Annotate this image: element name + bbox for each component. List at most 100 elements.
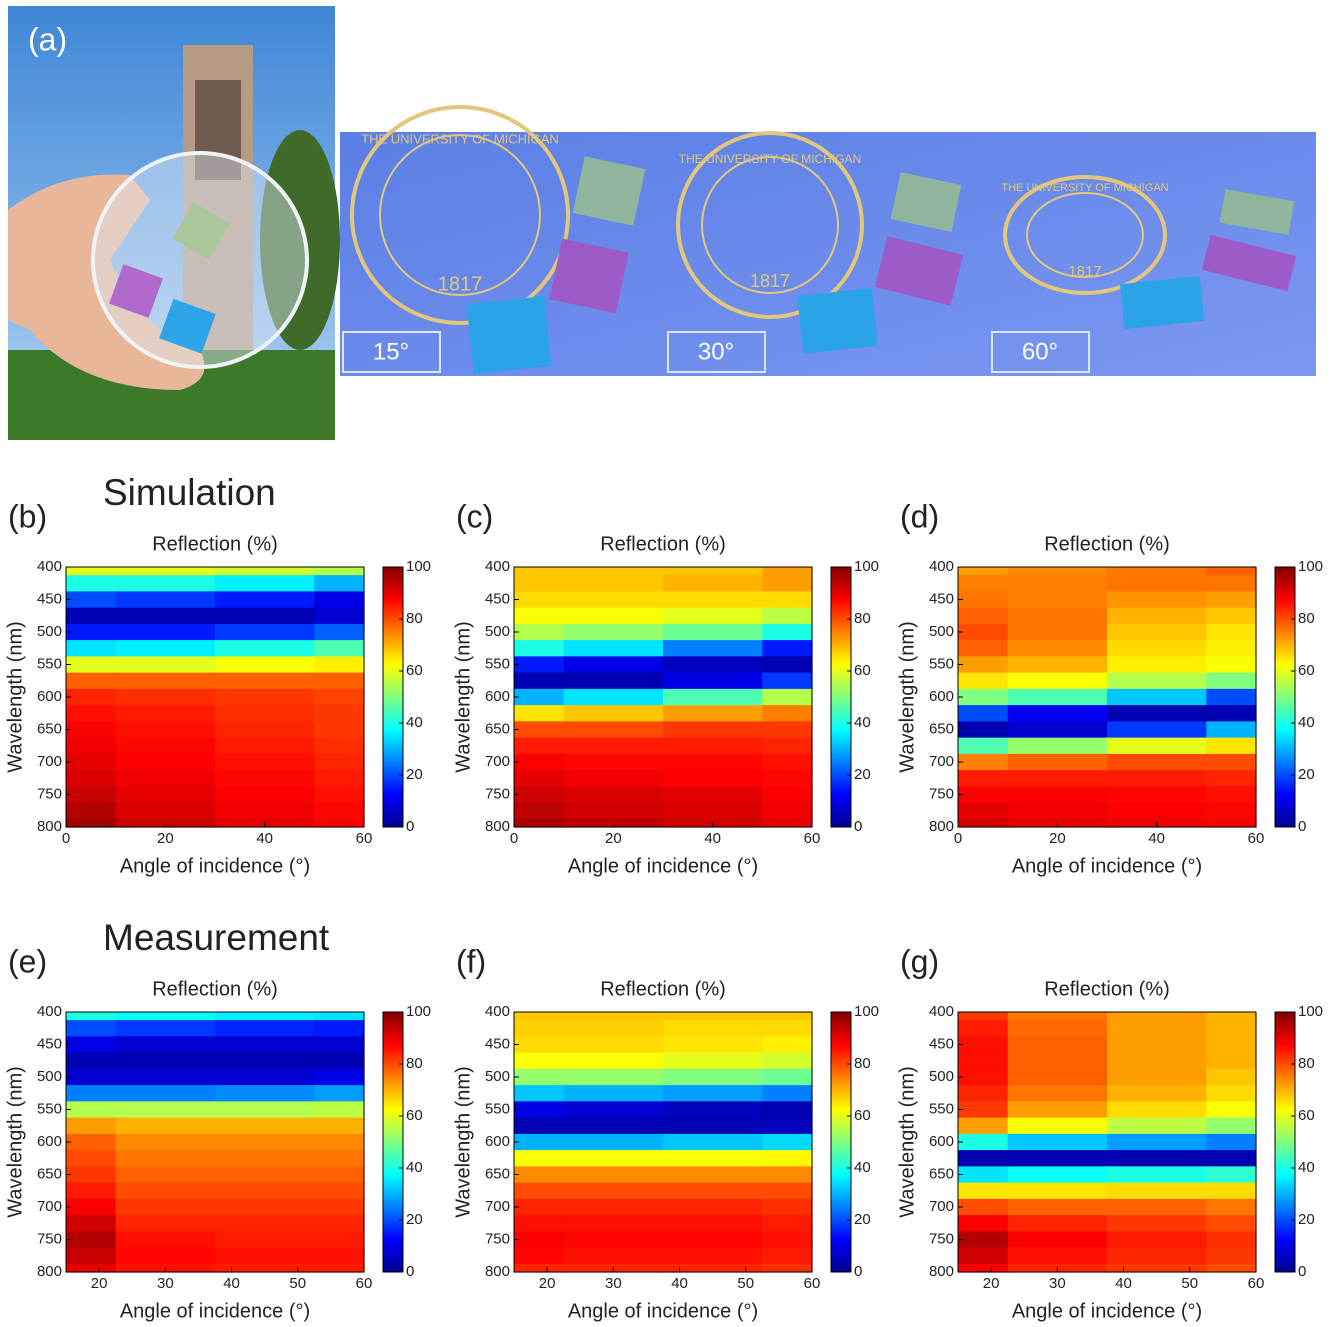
heat-cell xyxy=(1206,1020,1256,1037)
heat-cell xyxy=(215,1118,315,1135)
heat-cell xyxy=(215,705,315,722)
heat-cell xyxy=(215,1069,315,1086)
heat-cell xyxy=(958,705,1008,722)
seal-text: THE UNIVERSITY OF MICHIGAN xyxy=(361,131,559,146)
y-tick-label: 550 xyxy=(929,655,954,672)
heat-cell xyxy=(1206,1166,1256,1183)
heat-cell xyxy=(762,1085,812,1102)
heat-cell xyxy=(762,754,812,771)
heat-cell xyxy=(215,1036,315,1053)
colorbar-tick-label: 100 xyxy=(406,1003,431,1020)
colorbar-tick-label: 40 xyxy=(854,1159,871,1176)
heat-cell xyxy=(1206,770,1256,787)
heat-cell xyxy=(314,1036,364,1053)
heat-cell xyxy=(663,567,763,576)
heat-cell xyxy=(66,1069,116,1086)
heat-cell xyxy=(1107,721,1207,738)
y-tick-label: 500 xyxy=(929,1068,954,1085)
heat-cell xyxy=(1008,1199,1108,1216)
heat-cell xyxy=(1008,754,1108,771)
heat-cell xyxy=(1107,1085,1207,1102)
plot-title: Reflection (%) xyxy=(1044,533,1170,555)
colorbar-tick-label: 20 xyxy=(1298,766,1315,783)
heat-cell xyxy=(66,591,116,608)
heat-cell xyxy=(1008,1215,1108,1232)
heat-cell xyxy=(663,754,763,771)
heat-cell xyxy=(1107,738,1207,755)
heat-cell xyxy=(1008,575,1108,592)
x-tick-label: 20 xyxy=(157,830,174,847)
panel-label: (c) xyxy=(456,498,493,534)
heat-cell xyxy=(958,656,1008,673)
heat-cell xyxy=(116,1199,216,1216)
heat-cell xyxy=(1008,1150,1108,1167)
heat-cell xyxy=(514,803,564,820)
seal-text: THE UNIVERSITY OF MICHIGAN xyxy=(679,152,861,166)
y-tick-label: 600 xyxy=(485,688,510,705)
heat-cell xyxy=(314,673,364,690)
y-tick-label: 700 xyxy=(485,1198,510,1215)
heat-cell xyxy=(1206,1085,1256,1102)
heat-cell xyxy=(663,1012,763,1021)
heat-cell xyxy=(958,803,1008,820)
heat-cell xyxy=(1206,1101,1256,1118)
heat-cell xyxy=(958,1215,1008,1232)
heat-cell xyxy=(215,1012,315,1021)
heat-cell xyxy=(215,575,315,592)
y-tick-label: 800 xyxy=(37,1263,62,1280)
heat-cell xyxy=(762,591,812,608)
heat-cell xyxy=(1107,1101,1207,1118)
colorbar-tick-label: 20 xyxy=(854,1211,871,1228)
heat-cell xyxy=(116,673,216,690)
heat-cell xyxy=(564,1183,664,1200)
heat-cell xyxy=(314,1012,364,1021)
heat-cell xyxy=(1206,705,1256,722)
y-tick-label: 750 xyxy=(37,785,62,802)
heat-cell xyxy=(116,567,216,576)
heat-cell xyxy=(663,1231,763,1248)
heat-cell xyxy=(958,1069,1008,1086)
heat-cell xyxy=(314,1166,364,1183)
heat-cell xyxy=(1107,575,1207,592)
y-tick-label: 650 xyxy=(485,1165,510,1182)
heat-cell xyxy=(958,608,1008,625)
x-tick-label: 50 xyxy=(289,1275,306,1292)
x-tick-label: 40 xyxy=(256,830,273,847)
heat-cell xyxy=(66,608,116,625)
x-tick-label: 0 xyxy=(62,830,70,847)
colorbar-tick-label: 100 xyxy=(406,558,431,575)
y-axis-label: Wavelength (nm) xyxy=(452,621,474,773)
heat-cell xyxy=(762,575,812,592)
heat-cell xyxy=(314,608,364,625)
heat-cell xyxy=(1008,1053,1108,1070)
heat-cell xyxy=(1008,1012,1108,1021)
heat-cell xyxy=(116,1020,216,1037)
heat-cell xyxy=(564,1118,664,1135)
heat-cell xyxy=(66,1020,116,1037)
heat-cell xyxy=(514,1166,564,1183)
heat-cell xyxy=(663,689,763,706)
heat-cell xyxy=(514,624,564,641)
heat-cell xyxy=(314,754,364,771)
colorbar-tick-label: 60 xyxy=(1298,1107,1315,1124)
colorbar-tick-label: 100 xyxy=(854,1003,879,1020)
heatmap xyxy=(66,567,365,828)
heat-cell xyxy=(663,1069,763,1086)
heat-cell xyxy=(1107,624,1207,641)
heat-cell xyxy=(1107,803,1207,820)
heat-cell xyxy=(1206,640,1256,657)
heat-cell xyxy=(1008,567,1108,576)
heat-cell xyxy=(1107,1012,1207,1021)
heat-cell xyxy=(514,754,564,771)
heat-cell xyxy=(1206,1150,1256,1167)
heat-cell xyxy=(663,803,763,820)
heat-cell xyxy=(514,1183,564,1200)
colorbar-tick-label: 0 xyxy=(854,1263,862,1280)
heat-cell xyxy=(663,1118,763,1135)
heat-cell xyxy=(1206,673,1256,690)
heat-cell xyxy=(1107,1166,1207,1183)
y-tick-label: 600 xyxy=(929,1133,954,1150)
heat-cell xyxy=(663,656,763,673)
heat-cell xyxy=(66,738,116,755)
heat-cell xyxy=(66,1036,116,1053)
